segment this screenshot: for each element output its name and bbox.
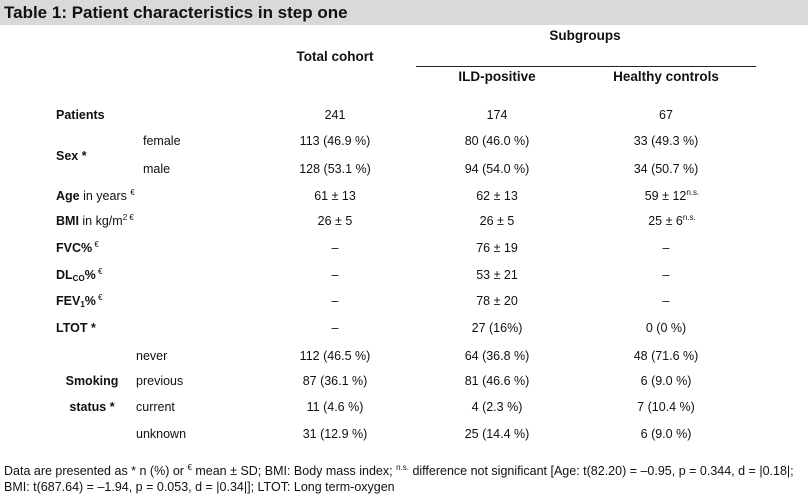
cell-patients-healthy: 67	[659, 108, 673, 122]
header-total-cohort: Total cohort	[296, 49, 374, 64]
cell-bmi-ild: 26 ± 5	[479, 214, 515, 228]
row-label-previous: previous	[136, 374, 184, 388]
row-label-smoking-line2: status *	[69, 400, 115, 414]
cell-previous-healthy: 6 (9.0 %)	[640, 374, 692, 388]
row-label-age: Age in years €	[56, 188, 135, 204]
cell-fev1-ild: 78 ± 20	[476, 294, 518, 308]
row-label-bmi: BMI in kg/m2 €	[56, 213, 134, 229]
cell-ltot-healthy: 0 (0 %)	[645, 321, 687, 335]
cell-male-healthy: 34 (50.7 %)	[633, 162, 699, 176]
cell-ltot-ild: 27 (16%)	[471, 321, 523, 335]
cell-female-ild: 80 (46.0 %)	[464, 134, 530, 148]
row-label-unknown: unknown	[136, 427, 187, 441]
row-label-female: female	[143, 134, 181, 148]
cell-unknown-total: 31 (12.9 %)	[302, 427, 368, 441]
cell-ltot-total: –	[331, 321, 339, 335]
cell-unknown-ild: 25 (14.4 %)	[464, 427, 530, 441]
header-healthy-controls: Healthy controls	[613, 69, 719, 84]
header-subgroups: Subgroups	[549, 28, 621, 43]
row-label-sex: Sex *	[56, 149, 87, 163]
cell-unknown-healthy: 6 (9.0 %)	[640, 427, 692, 441]
table-footnote: Data are presented as * n (%) or € mean …	[4, 463, 794, 495]
cell-previous-ild: 81 (46.6 %)	[464, 374, 530, 388]
header-ild-positive: ILD-positive	[458, 69, 536, 84]
cell-dlco-total: –	[331, 268, 339, 282]
cell-dlco-ild: 53 ± 21	[476, 268, 518, 282]
table-title: Table 1: Patient characteristics in step…	[4, 3, 348, 22]
cell-male-total: 128 (53.1 %)	[299, 162, 371, 176]
row-label-never: never	[136, 349, 168, 363]
cell-female-total: 113 (46.9 %)	[299, 134, 371, 148]
cell-fev1-total: –	[331, 294, 339, 308]
row-label-smoking-line1: Smoking	[65, 374, 119, 388]
cell-never-total: 112 (46.5 %)	[299, 349, 371, 363]
row-label-male: male	[143, 162, 171, 176]
cell-fev1-healthy: –	[662, 294, 670, 308]
row-label-ltot: LTOT *	[56, 321, 96, 335]
cell-age-healthy: 59 ± 12n.s.	[644, 188, 700, 204]
cell-bmi-total: 26 ± 5	[317, 214, 353, 228]
cell-fvc-healthy: –	[662, 241, 670, 255]
title-bar	[0, 0, 808, 25]
cell-dlco-healthy: –	[662, 268, 670, 282]
cell-previous-total: 87 (36.1 %)	[302, 374, 368, 388]
cell-bmi-healthy: 25 ± 6n.s.	[648, 213, 696, 229]
cell-female-healthy: 33 (49.3 %)	[633, 134, 699, 148]
cell-never-ild: 64 (36.8 %)	[464, 349, 530, 363]
cell-current-healthy: 7 (10.4 %)	[637, 400, 695, 414]
cell-current-ild: 4 (2.3 %)	[471, 400, 523, 414]
subgroups-rule	[416, 66, 756, 67]
cell-fvc-ild: 76 ± 19	[476, 241, 518, 255]
cell-patients-total: 241	[324, 108, 346, 122]
cell-male-ild: 94 (54.0 %)	[464, 162, 530, 176]
row-label-dlco: DLCO% €	[56, 267, 103, 283]
row-label-current: current	[136, 400, 175, 414]
cell-current-total: 11 (4.6 %)	[306, 400, 364, 414]
cell-age-total: 61 ± 13	[314, 189, 356, 203]
cell-fvc-total: –	[331, 241, 339, 255]
row-label-patients: Patients	[56, 108, 105, 122]
cell-patients-ild: 174	[486, 108, 508, 122]
row-label-fvc: FVC% €	[56, 240, 99, 256]
cell-age-ild: 62 ± 13	[476, 189, 518, 203]
cell-never-healthy: 48 (71.6 %)	[633, 349, 699, 363]
row-label-fev1: FEV1% €	[56, 293, 103, 309]
